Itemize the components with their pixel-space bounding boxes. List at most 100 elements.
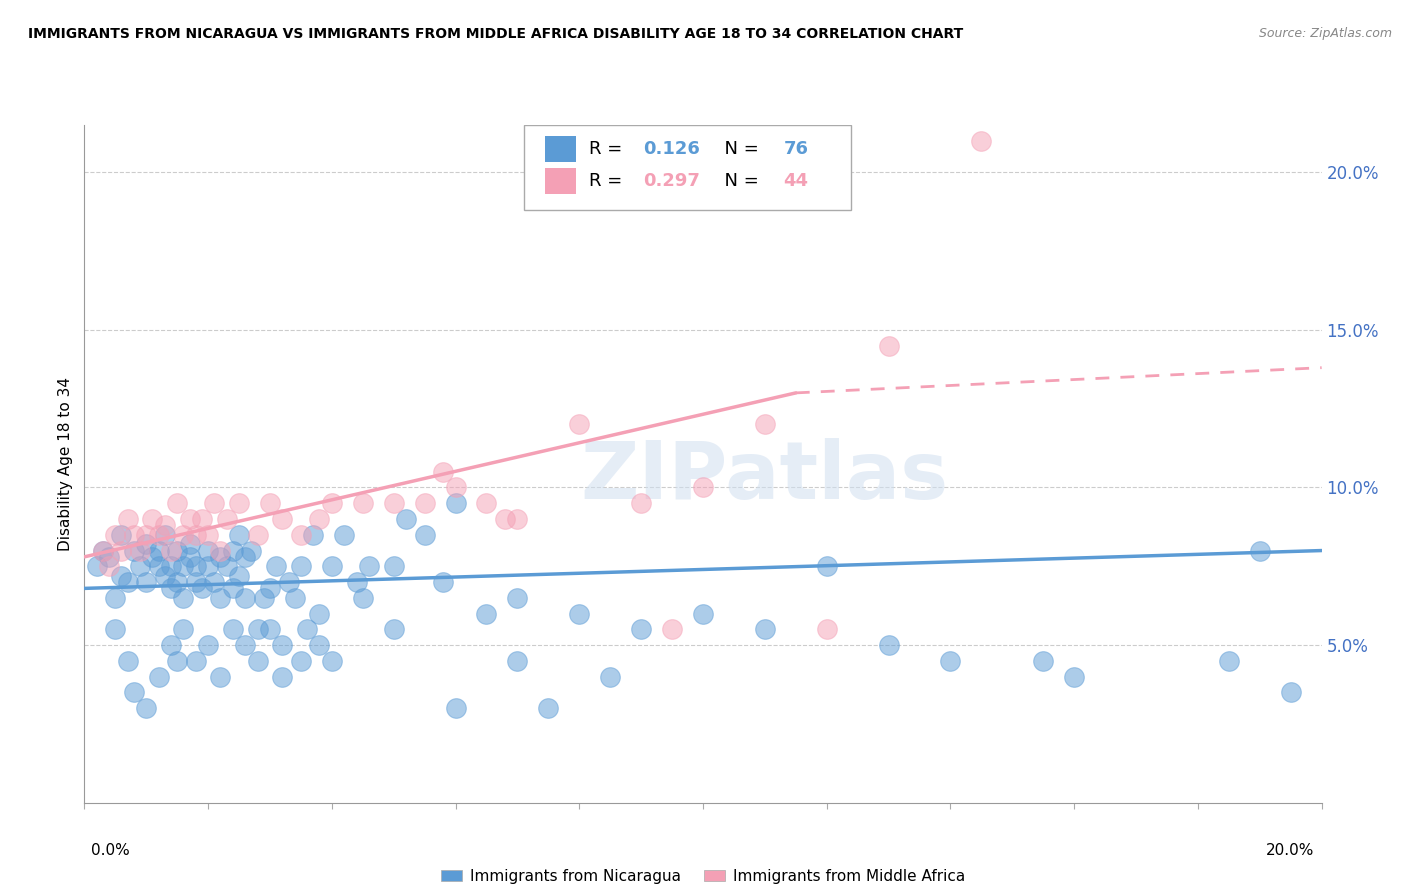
Point: [141, 549, 163, 564]
Point: [215, 559, 238, 574]
Point: [184, 528, 207, 542]
Point: [222, 543, 245, 558]
Point: [179, 512, 201, 526]
Point: [395, 512, 418, 526]
Point: [1249, 543, 1271, 558]
Point: [877, 638, 900, 652]
Point: [184, 654, 207, 668]
Text: N =: N =: [713, 140, 765, 158]
Point: [160, 543, 183, 558]
Y-axis label: Disability Age 18 to 34: Disability Age 18 to 34: [58, 376, 73, 551]
Text: 0.0%: 0.0%: [91, 843, 131, 858]
Point: [129, 559, 152, 574]
Point: [1218, 654, 1240, 668]
Text: N =: N =: [713, 172, 765, 190]
Point: [209, 549, 232, 564]
Point: [240, 543, 263, 558]
Legend: Immigrants from Nicaragua, Immigrants from Middle Africa: Immigrants from Nicaragua, Immigrants fr…: [434, 863, 972, 890]
Point: [321, 496, 343, 510]
Point: [271, 638, 294, 652]
Point: [295, 623, 318, 637]
Point: [222, 582, 245, 596]
Point: [160, 582, 183, 596]
Point: [333, 528, 356, 542]
Point: [228, 528, 250, 542]
Point: [184, 575, 207, 590]
Point: [202, 575, 225, 590]
Point: [444, 481, 467, 495]
Point: [382, 496, 405, 510]
Point: [160, 559, 183, 574]
Point: [110, 528, 132, 542]
Point: [172, 528, 194, 542]
Point: [117, 512, 139, 526]
Point: [141, 512, 163, 526]
Point: [754, 417, 776, 432]
Point: [1279, 685, 1302, 699]
Point: [135, 575, 157, 590]
Point: [271, 670, 294, 684]
Point: [692, 607, 714, 621]
Point: [259, 496, 281, 510]
Point: [197, 559, 219, 574]
Point: [568, 417, 591, 432]
Point: [184, 559, 207, 574]
Point: [172, 591, 194, 605]
Point: [290, 654, 312, 668]
Point: [537, 701, 560, 715]
Point: [1032, 654, 1054, 668]
Point: [506, 591, 529, 605]
Point: [135, 537, 157, 551]
Point: [153, 518, 176, 533]
Text: IMMIGRANTS FROM NICARAGUA VS IMMIGRANTS FROM MIDDLE AFRICA DISABILITY AGE 18 TO : IMMIGRANTS FROM NICARAGUA VS IMMIGRANTS …: [28, 27, 963, 41]
Point: [253, 591, 276, 605]
Point: [475, 496, 498, 510]
Point: [148, 543, 170, 558]
Point: [98, 549, 121, 564]
FancyBboxPatch shape: [544, 169, 575, 194]
Point: [308, 638, 330, 652]
Point: [91, 543, 114, 558]
Text: R =: R =: [589, 172, 628, 190]
Point: [209, 591, 232, 605]
Point: [191, 512, 214, 526]
Point: [413, 528, 436, 542]
Point: [692, 481, 714, 495]
Point: [284, 591, 307, 605]
Text: Source: ZipAtlas.com: Source: ZipAtlas.com: [1258, 27, 1392, 40]
Point: [228, 568, 250, 582]
Point: [110, 543, 132, 558]
Text: 76: 76: [783, 140, 808, 158]
Point: [877, 338, 900, 352]
Point: [432, 465, 454, 479]
Point: [246, 528, 269, 542]
Point: [129, 543, 152, 558]
Point: [271, 512, 294, 526]
Point: [117, 654, 139, 668]
Point: [475, 607, 498, 621]
Point: [222, 623, 245, 637]
Point: [352, 591, 374, 605]
Point: [970, 134, 993, 148]
Point: [166, 575, 188, 590]
Point: [1063, 670, 1085, 684]
Point: [98, 559, 121, 574]
Point: [172, 623, 194, 637]
Point: [160, 638, 183, 652]
Point: [321, 654, 343, 668]
Point: [135, 528, 157, 542]
Point: [122, 685, 145, 699]
Point: [148, 528, 170, 542]
Point: [432, 575, 454, 590]
Text: R =: R =: [589, 140, 628, 158]
Point: [197, 528, 219, 542]
Point: [815, 559, 838, 574]
Point: [233, 638, 256, 652]
Point: [302, 528, 325, 542]
Point: [277, 575, 299, 590]
Point: [352, 496, 374, 510]
Point: [209, 670, 232, 684]
Point: [506, 654, 529, 668]
Point: [382, 623, 405, 637]
Point: [209, 543, 232, 558]
